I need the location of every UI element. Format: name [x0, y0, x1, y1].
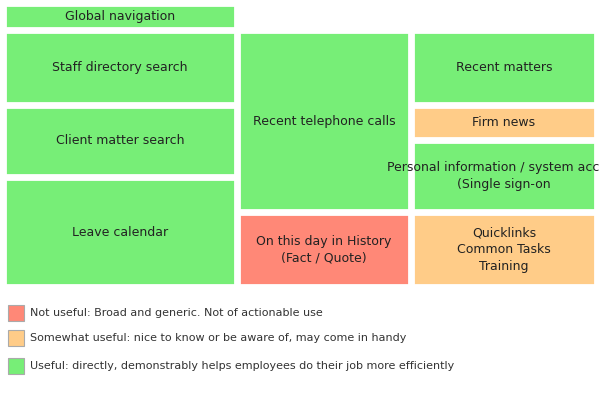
Text: Not useful: Broad and generic. Not of actionable use: Not useful: Broad and generic. Not of ac… — [30, 308, 323, 318]
Bar — [413, 214, 595, 285]
Bar — [5, 179, 235, 285]
Bar — [5, 32, 235, 103]
Text: Personal information / system access
(Single sign-on: Personal information / system access (Si… — [388, 161, 600, 191]
Bar — [8, 330, 24, 346]
Text: Leave calendar: Leave calendar — [72, 225, 168, 238]
Bar — [5, 5, 235, 28]
Bar — [8, 305, 24, 321]
Text: Staff directory search: Staff directory search — [52, 61, 188, 74]
Bar — [5, 107, 235, 175]
Text: Quicklinks
Common Tasks
Training: Quicklinks Common Tasks Training — [457, 226, 551, 273]
Text: On this day in History
(Fact / Quote): On this day in History (Fact / Quote) — [256, 235, 392, 264]
Bar — [8, 358, 24, 374]
Bar — [239, 32, 409, 210]
Text: Useful: directly, demonstrably helps employees do their job more efficiently: Useful: directly, demonstrably helps emp… — [30, 361, 454, 371]
Bar — [413, 107, 595, 138]
Bar — [413, 32, 595, 103]
Text: Recent matters: Recent matters — [456, 61, 552, 74]
Text: Client matter search: Client matter search — [56, 135, 184, 147]
Bar — [239, 214, 409, 285]
Text: Firm news: Firm news — [472, 116, 536, 129]
Text: Global navigation: Global navigation — [65, 10, 175, 23]
Bar — [413, 142, 595, 210]
Text: Recent telephone calls: Recent telephone calls — [253, 114, 395, 128]
Text: Somewhat useful: nice to know or be aware of, may come in handy: Somewhat useful: nice to know or be awar… — [30, 333, 406, 343]
